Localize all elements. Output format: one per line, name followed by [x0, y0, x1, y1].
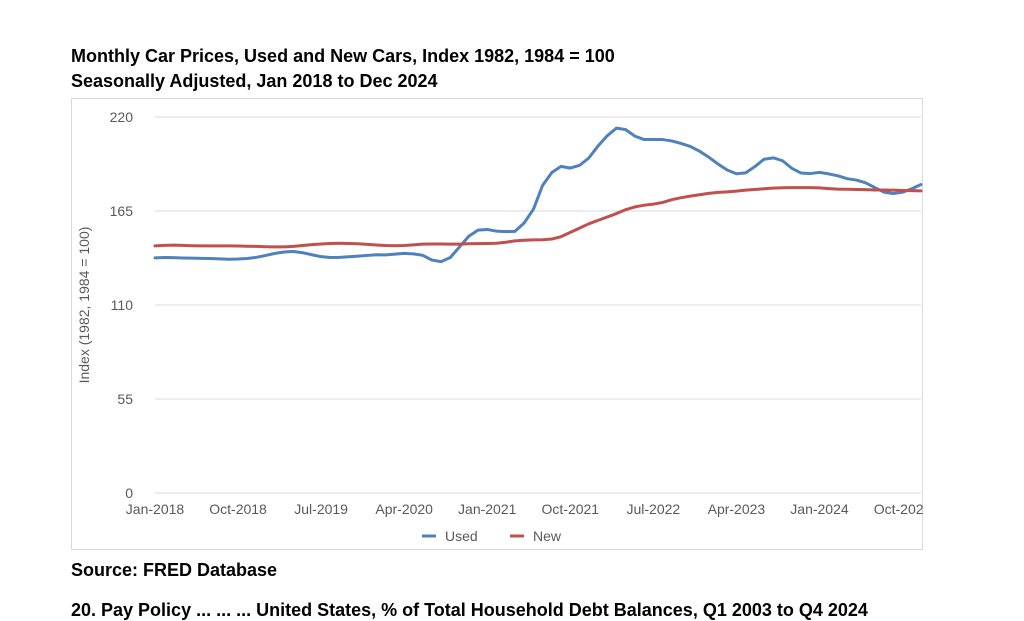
x-tick-labels: Jan-2018 Oct-2018 Jul-2019 Apr-2020 Jan-2021…	[126, 501, 924, 517]
legend-label-used: Used	[445, 528, 478, 544]
legend: Used New	[422, 528, 562, 544]
y-tick-label: 55	[117, 391, 133, 407]
chart-subtitle: Seasonally Adjusted, Jan 2018 to Dec 202…	[71, 71, 438, 91]
x-tick-label: Oct-2024	[874, 501, 924, 517]
x-tick-label: Oct-2021	[542, 501, 600, 517]
line-chart: 0 55 110 165 220 Jan-2018 Oct-2018 Jul-2019 Apr…	[76, 109, 924, 544]
chart-title-block: Monthly Car Prices, Used and New Cars, I…	[71, 44, 615, 94]
legend-label-new: New	[533, 528, 562, 544]
gridlines	[155, 116, 921, 494]
y-tick-label: 0	[125, 485, 133, 501]
x-tick-label: Jul-2022	[627, 501, 681, 517]
series-line-used	[153, 126, 923, 264]
x-tick-label: Jan-2024	[790, 501, 849, 517]
x-tick-label: Apr-2020	[375, 501, 433, 517]
x-tick-label: Jan-2018	[126, 501, 185, 517]
y-tick-labels: 0 55 110 165 220	[110, 109, 134, 501]
next-figure-caption-cutoff: 20. Pay Policy ... ... ... United States…	[71, 600, 868, 620]
x-tick-label: Jan-2021	[458, 501, 517, 517]
source-note: Source: FRED Database	[71, 560, 278, 580]
series-lines	[153, 126, 923, 264]
y-tick-label: 110	[111, 297, 134, 313]
series-line-new	[153, 186, 923, 249]
x-tick-label: Oct-2018	[209, 501, 267, 517]
y-tick-label: 165	[110, 203, 134, 219]
x-tick-label: Jul-2019	[294, 501, 348, 517]
chart-title: Monthly Car Prices, Used and New Cars, I…	[71, 46, 615, 66]
y-axis-label: Index (1982, 1984 = 100)	[76, 227, 92, 384]
x-tick-label: Apr-2023	[708, 501, 766, 517]
chart-frame: 0 55 110 165 220 Jan-2018 Oct-2018 Jul-2019 Apr…	[71, 98, 924, 550]
y-tick-label: 220	[110, 109, 134, 125]
